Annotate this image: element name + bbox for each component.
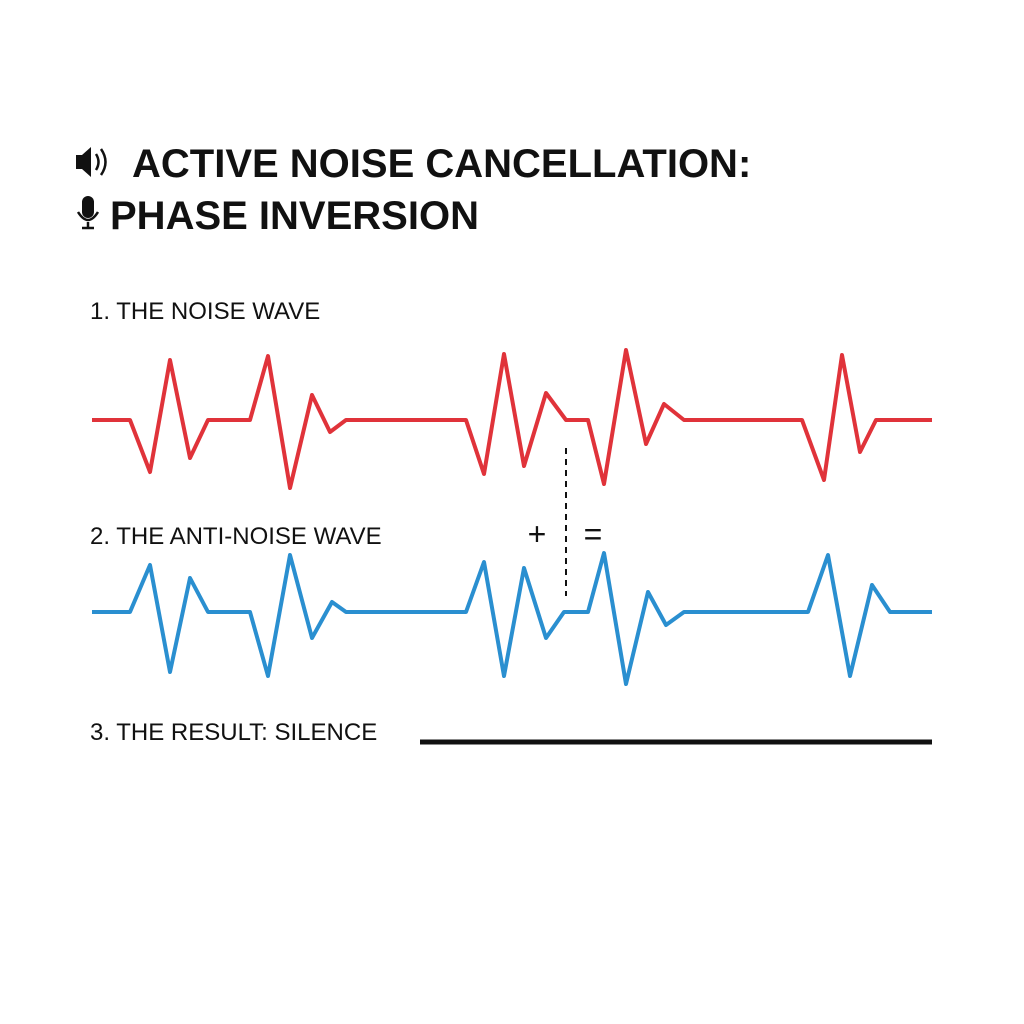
title-line: ACTIVE NOISE CANCELLATION: xyxy=(132,142,751,186)
section-label: 3. THE RESULT: SILENCE xyxy=(90,719,377,746)
section-label: 1. THE NOISE WAVE xyxy=(90,298,320,325)
anti-noise-wave xyxy=(92,551,932,686)
section-label: 2. THE ANTI-NOISE WAVE xyxy=(90,523,382,550)
plus-sign: + xyxy=(528,516,547,552)
equals-sign: = xyxy=(584,516,603,552)
speaker-icon xyxy=(76,147,107,177)
noise-wave xyxy=(92,348,932,490)
mic-icon xyxy=(76,196,100,230)
title-line: PHASE INVERSION xyxy=(110,194,479,238)
